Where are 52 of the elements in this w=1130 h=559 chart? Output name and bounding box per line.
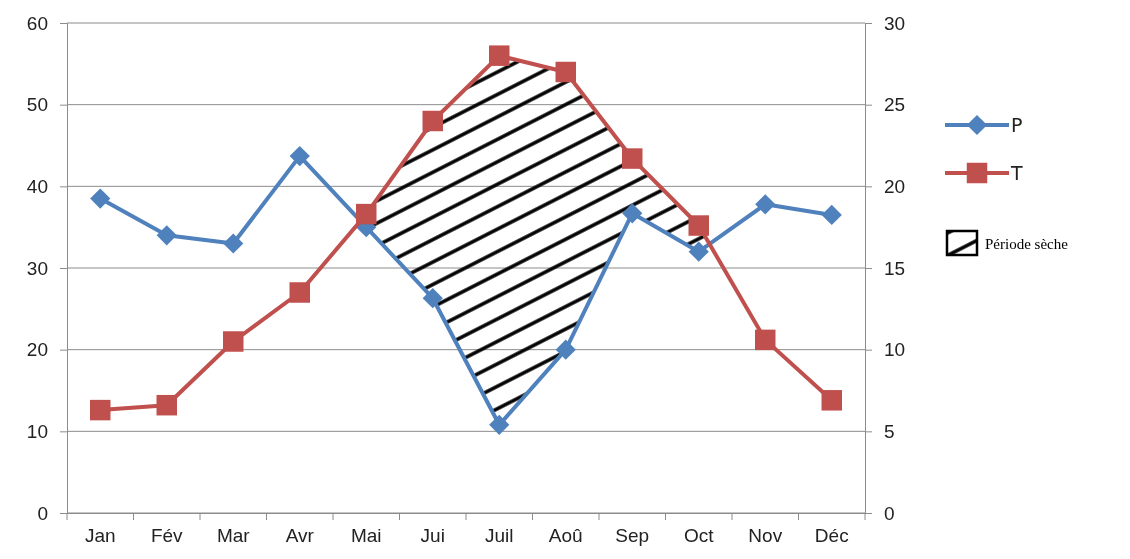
point — [622, 148, 643, 169]
x-tick-label: Mai — [350, 525, 382, 547]
y2-tick-label: 30 — [884, 12, 906, 34]
legend-label: P — [1011, 114, 1023, 136]
point — [555, 339, 576, 360]
point — [821, 390, 842, 411]
x-tick-label: Fév — [150, 525, 184, 547]
x-tick-label: Déc — [814, 525, 849, 547]
y2-tick-label: 0 — [884, 502, 895, 524]
point — [489, 45, 510, 66]
y-tick-label: 60 — [26, 12, 48, 34]
legend-label: T — [1010, 162, 1023, 184]
x-tick-label: Jan — [84, 525, 116, 547]
x-tick-label: Oct — [683, 525, 715, 547]
point — [156, 394, 177, 416]
y-tick-label: 30 — [26, 257, 48, 279]
x-tick-label: Aoû — [548, 525, 583, 547]
x-tick-label: Mar — [216, 525, 251, 547]
y-tick-label: 20 — [26, 339, 48, 361]
y2-tick-label: 25 — [884, 94, 906, 116]
point — [223, 331, 244, 352]
y-tick-label: 40 — [26, 175, 48, 197]
y2-tick-label: 15 — [884, 257, 906, 279]
point — [622, 203, 643, 224]
point — [289, 146, 310, 167]
point — [688, 215, 709, 236]
y-tick-label: 50 — [26, 94, 48, 116]
y2-tick-label: 10 — [884, 339, 906, 361]
point — [755, 329, 776, 351]
point — [90, 188, 111, 209]
point — [422, 288, 443, 309]
point — [755, 194, 776, 215]
y-tick-label: 10 — [26, 420, 48, 442]
point — [289, 282, 310, 303]
point — [356, 203, 377, 225]
x-tick-label: Sep — [615, 525, 650, 547]
x-tick-label: Avr — [285, 525, 315, 547]
point — [90, 399, 111, 421]
x-tick-label: Nov — [748, 525, 783, 547]
y2-tick-label: 20 — [884, 175, 906, 197]
point — [156, 225, 177, 246]
x-tick-label: Juil — [484, 525, 514, 547]
y2-tick-label: 5 — [884, 420, 895, 442]
point — [422, 110, 443, 132]
x-tick-label: Jui — [420, 525, 445, 547]
point — [555, 61, 576, 83]
point — [821, 204, 842, 226]
y-tick-label: 0 — [37, 502, 48, 524]
point — [489, 414, 510, 435]
point — [688, 241, 709, 262]
text: Période sèche — [985, 236, 1069, 252]
point — [223, 233, 244, 254]
